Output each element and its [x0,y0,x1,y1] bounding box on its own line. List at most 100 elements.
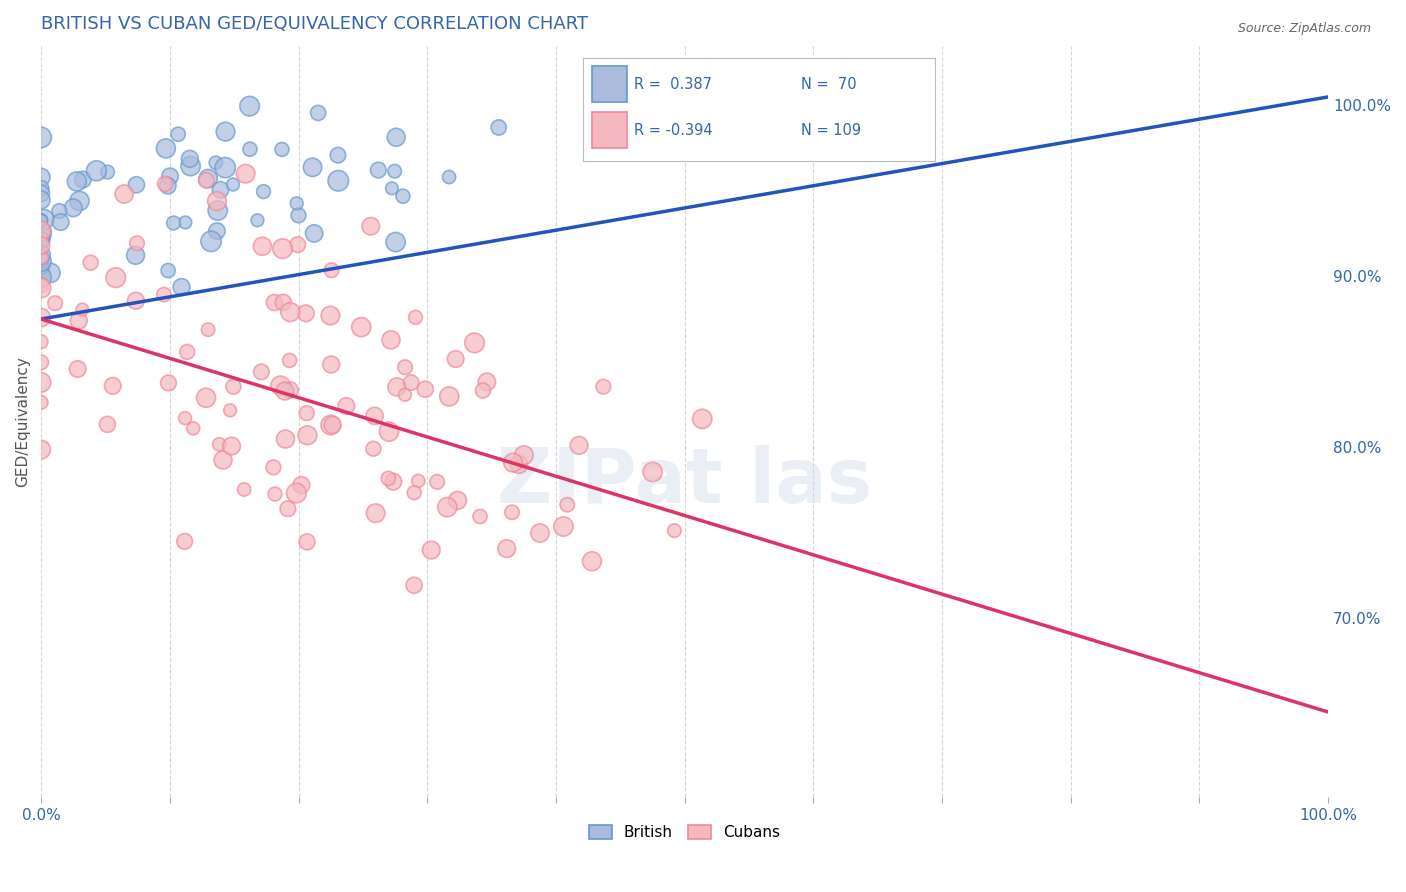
Point [287,237,309,252]
Point [125,293,148,308]
Point [592,380,614,394]
Point [436,500,458,515]
Point [205,224,228,238]
Point [30,226,52,240]
Point [277,501,299,516]
Point [96,417,118,432]
Point [246,213,269,227]
Text: R = -0.394: R = -0.394 [634,123,713,137]
Point [30,181,52,195]
Point [295,406,318,420]
Point [495,541,517,556]
Point [86,163,108,178]
Point [157,376,180,390]
Point [392,189,415,203]
Point [290,478,312,492]
Point [690,412,713,426]
Point [384,164,406,178]
Point [322,417,344,432]
Point [221,439,243,453]
Point [30,248,52,262]
Point [321,263,343,277]
Point [285,196,308,211]
Point [328,174,350,188]
Point [214,161,236,175]
Point [302,227,325,241]
Point [195,391,218,405]
Point [415,382,437,396]
Text: N =  70: N = 70 [801,77,858,92]
Point [363,409,385,423]
Text: Source: ZipAtlas.com: Source: ZipAtlas.com [1237,22,1371,36]
Point [124,248,146,262]
Point [222,178,245,192]
Point [153,177,176,191]
Point [274,384,297,398]
Point [271,142,294,156]
Point [155,141,177,155]
Point [30,238,52,252]
Point [501,505,523,519]
Legend: British, Cubans: British, Cubans [582,819,786,847]
Point [502,456,524,470]
Text: ZIPat las: ZIPat las [496,445,872,519]
Point [287,208,309,222]
Point [157,263,180,277]
Point [319,417,342,432]
Point [420,543,443,558]
Point [664,524,686,538]
Point [30,214,52,228]
Point [252,185,274,199]
Point [235,167,257,181]
Point [404,578,426,592]
Bar [592,112,627,148]
Point [262,460,284,475]
Point [295,534,318,549]
Point [274,432,297,446]
Point [173,534,195,549]
Point [208,437,231,451]
Point [30,193,52,207]
Point [297,428,319,442]
Point [179,152,201,166]
Point [472,384,495,398]
Point [385,380,408,394]
Point [264,487,287,501]
Point [159,169,181,184]
Text: BRITISH VS CUBAN GED/EQUIVALENCY CORRELATION CHART: BRITISH VS CUBAN GED/EQUIVALENCY CORRELA… [41,15,588,33]
Point [49,215,72,229]
Point [30,233,52,247]
Y-axis label: GED/Equivalency: GED/Equivalency [15,356,30,487]
Point [197,323,219,337]
Point [30,395,52,409]
Point [30,376,52,390]
Point [488,120,510,135]
Point [80,255,103,269]
Point [364,506,387,520]
Point [444,352,467,367]
Point [180,159,202,173]
Point [468,509,491,524]
Point [446,493,468,508]
Point [367,163,389,178]
Point [101,379,124,393]
Point [30,252,52,267]
Point [394,388,416,402]
Point [39,266,62,280]
Point [200,235,222,249]
Point [32,212,55,227]
Point [321,358,343,372]
Point [30,224,52,238]
Point [382,475,405,489]
Point [463,335,485,350]
Point [239,99,262,113]
Point [381,181,404,195]
Point [197,171,219,186]
Point [404,485,426,500]
Point [508,458,530,472]
Point [475,375,498,389]
Point [513,448,536,462]
Point [30,260,52,274]
Text: R =  0.387: R = 0.387 [634,77,713,92]
Point [66,362,89,376]
